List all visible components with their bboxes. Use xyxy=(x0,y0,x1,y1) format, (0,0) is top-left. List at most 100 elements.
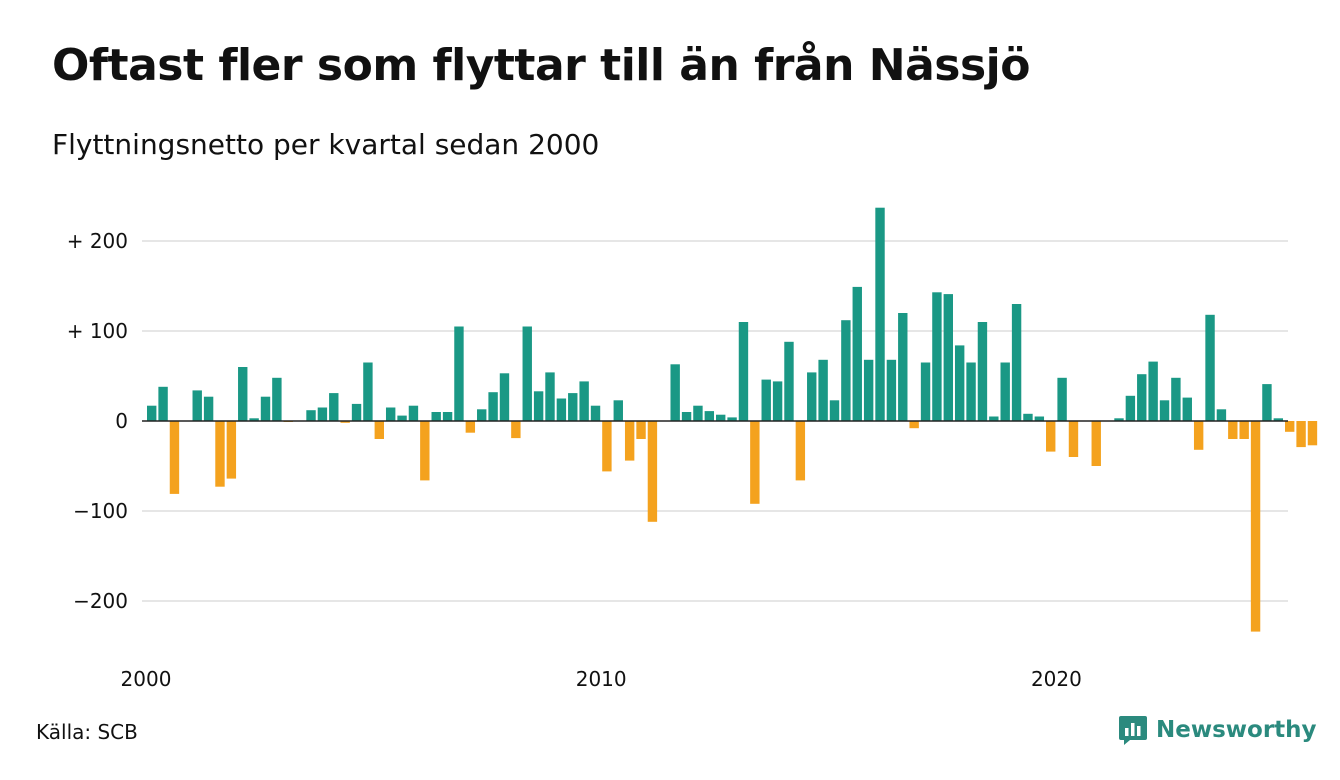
x-axis-labels: 2000 2010 2020 xyxy=(121,667,1082,691)
bar-34 xyxy=(533,391,544,421)
bar-30 xyxy=(488,392,498,421)
bar-89 xyxy=(1159,400,1170,421)
bar-43 xyxy=(636,421,646,439)
y-tick-label: −100 xyxy=(73,499,128,523)
bar-76 xyxy=(1011,304,1022,421)
bar-16 xyxy=(329,393,339,421)
bar-6 xyxy=(215,421,225,487)
newsworthy-logo-icon xyxy=(1119,716,1147,745)
x-tick-label: 2000 xyxy=(121,667,172,691)
bar-56 xyxy=(784,341,794,421)
bar-61 xyxy=(841,320,851,421)
bar-86 xyxy=(1125,395,1136,421)
source-label: Källa: SCB xyxy=(36,720,138,744)
bar-23 xyxy=(408,405,419,421)
bar-69 xyxy=(932,292,942,421)
bar-41 xyxy=(613,400,623,421)
x-tick-label: 2010 xyxy=(576,667,627,691)
bar-75 xyxy=(1000,362,1010,421)
bar-40 xyxy=(602,421,612,472)
bar-65 xyxy=(886,359,897,421)
bar-58 xyxy=(807,372,817,421)
bar-4 xyxy=(192,390,202,421)
bar-79 xyxy=(1046,421,1056,452)
bar-52 xyxy=(738,322,749,421)
bar-96 xyxy=(1239,421,1249,439)
bar-44 xyxy=(647,421,658,522)
bar-5 xyxy=(203,396,214,421)
bar-27 xyxy=(454,326,464,421)
bar-49 xyxy=(704,411,715,421)
bar-14 xyxy=(306,410,316,421)
bar-36 xyxy=(556,398,567,421)
bar-77 xyxy=(1023,413,1033,421)
bar-32 xyxy=(511,421,521,439)
bar-87 xyxy=(1137,374,1147,421)
bar-88 xyxy=(1148,361,1158,421)
bar-63 xyxy=(863,359,874,421)
chart-subtitle: Flyttningsnetto per kvartal sedan 2000 xyxy=(52,128,600,161)
y-tick-label: + 200 xyxy=(67,229,128,253)
bar-78 xyxy=(1034,416,1045,421)
bar-8 xyxy=(238,367,248,421)
bar-59 xyxy=(818,359,828,421)
bar-15 xyxy=(317,407,328,421)
bar-71 xyxy=(954,345,965,421)
bar-100 xyxy=(1285,421,1295,432)
bar-91 xyxy=(1182,397,1192,421)
bar-39 xyxy=(590,405,601,421)
bar-64 xyxy=(875,207,885,421)
bar-11 xyxy=(272,377,282,421)
bar-9 xyxy=(249,418,259,421)
bar-28 xyxy=(465,421,476,433)
bar-48 xyxy=(693,405,703,421)
bar-73 xyxy=(977,322,988,421)
bar-95 xyxy=(1228,421,1238,439)
bar-50 xyxy=(716,414,726,421)
brand-logo[interactable]: Newsworthy xyxy=(1118,714,1317,746)
bar-25 xyxy=(431,412,441,421)
bar-97 xyxy=(1250,421,1261,632)
bar-57 xyxy=(795,421,806,481)
bar-33 xyxy=(522,326,532,421)
chart-title: Oftast fler som flyttar till än från Näs… xyxy=(52,40,1030,91)
bar-102 xyxy=(1307,421,1318,446)
bar-51 xyxy=(727,417,737,421)
brand-name: Newsworthy xyxy=(1156,717,1317,743)
bar-101 xyxy=(1296,421,1306,448)
bar-21 xyxy=(385,407,396,421)
bar-98 xyxy=(1262,384,1272,421)
bar-70 xyxy=(943,294,953,421)
bar-81 xyxy=(1068,421,1079,457)
bar-18 xyxy=(351,403,362,421)
bar-67 xyxy=(909,421,919,429)
bar-47 xyxy=(681,412,692,421)
bar-68 xyxy=(920,362,931,421)
bar-72 xyxy=(966,362,976,421)
bar-46 xyxy=(670,364,680,421)
bar-42 xyxy=(624,421,635,461)
bar-0 xyxy=(147,405,157,421)
bar-62 xyxy=(852,286,862,421)
bar-31 xyxy=(499,373,510,421)
bar-92 xyxy=(1193,421,1204,450)
bar-85 xyxy=(1114,418,1124,421)
bar-10 xyxy=(260,396,271,421)
bar-17 xyxy=(340,421,350,423)
bar-7 xyxy=(226,421,237,479)
bar-22 xyxy=(397,415,407,421)
y-tick-label: 0 xyxy=(115,409,128,433)
bar-24 xyxy=(420,421,430,481)
grid-lines xyxy=(142,240,1288,602)
bar-94 xyxy=(1216,409,1227,421)
bar-2 xyxy=(169,421,180,494)
bar-90 xyxy=(1171,377,1181,421)
bar-19 xyxy=(363,362,373,421)
bar-35 xyxy=(545,372,555,421)
bar-54 xyxy=(761,379,771,421)
y-axis-labels: + 200 + 100 0 −100 −200 xyxy=(67,229,128,613)
bar-80 xyxy=(1057,377,1067,421)
bar-83 xyxy=(1091,421,1101,466)
bar-60 xyxy=(829,400,840,421)
bar-55 xyxy=(772,381,783,421)
